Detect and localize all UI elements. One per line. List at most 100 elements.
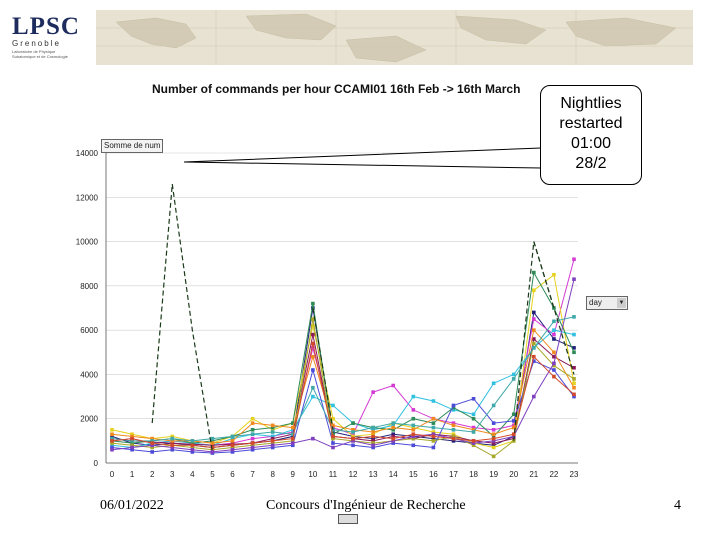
data-point xyxy=(391,436,396,441)
data-point xyxy=(552,332,556,337)
data-point xyxy=(371,443,375,448)
highlight-series-line xyxy=(151,183,575,430)
data-point xyxy=(491,454,496,459)
data-point xyxy=(130,439,134,443)
data-point xyxy=(391,441,396,445)
data-point xyxy=(150,445,154,450)
data-point xyxy=(391,439,396,443)
data-point xyxy=(451,405,456,410)
annotation-callout: Nightlies restarted 01:00 28/2 xyxy=(540,85,642,185)
highlight-series-spike xyxy=(171,183,214,453)
data-point xyxy=(150,443,154,448)
data-point xyxy=(210,450,215,454)
data-point xyxy=(371,390,375,394)
x-tick-label: 21 xyxy=(529,470,538,479)
data-point xyxy=(511,412,516,417)
data-point xyxy=(311,394,315,399)
data-point xyxy=(351,421,355,425)
y-tick-label: 6000 xyxy=(80,326,98,335)
y-tick-label: 4000 xyxy=(80,370,98,379)
x-tick-label: 8 xyxy=(270,470,275,479)
y-tick-label: 0 xyxy=(94,459,99,468)
data-point xyxy=(210,439,215,443)
chevron-down-icon[interactable]: ▼ xyxy=(617,298,626,308)
data-point xyxy=(230,443,235,448)
data-point xyxy=(190,445,195,450)
data-point xyxy=(371,434,375,439)
data-point xyxy=(451,432,456,437)
data-point xyxy=(351,432,355,437)
data-point xyxy=(270,436,275,441)
x-tick-label: 5 xyxy=(210,470,215,479)
data-point xyxy=(431,430,436,434)
data-point xyxy=(190,447,195,452)
data-point xyxy=(331,403,335,408)
data-point xyxy=(311,332,315,337)
data-point xyxy=(170,443,175,448)
data-point xyxy=(552,363,556,368)
data-point xyxy=(471,425,476,430)
series-line xyxy=(111,343,575,449)
data-point xyxy=(491,403,496,408)
data-point xyxy=(150,436,154,441)
data-point xyxy=(371,430,375,434)
data-point xyxy=(532,310,536,315)
x-tick-label: 4 xyxy=(190,470,195,479)
x-tick-label: 14 xyxy=(389,470,398,479)
data-point xyxy=(371,436,375,441)
data-point xyxy=(230,434,235,439)
data-point xyxy=(331,441,335,445)
legend-field-button[interactable]: Somme de num xyxy=(101,139,163,153)
data-point xyxy=(532,328,536,332)
x-tick-label: 1 xyxy=(130,470,135,479)
x-tick-label: 0 xyxy=(110,470,115,479)
data-point xyxy=(491,427,496,432)
x-tick-label: 15 xyxy=(409,470,418,479)
data-point xyxy=(110,445,114,450)
data-point xyxy=(491,443,496,448)
data-point xyxy=(290,443,295,448)
data-point xyxy=(270,423,275,428)
data-point xyxy=(331,416,335,421)
x-tick-label: 9 xyxy=(291,470,296,479)
x-tick-label: 19 xyxy=(489,470,498,479)
data-point xyxy=(371,432,375,437)
world-map-decoration xyxy=(96,10,693,65)
data-point xyxy=(471,441,476,445)
x-tick-label: 7 xyxy=(250,470,255,479)
series-line xyxy=(111,279,575,453)
data-point xyxy=(431,445,436,450)
data-point xyxy=(311,385,315,390)
data-point xyxy=(431,425,436,430)
data-point xyxy=(552,337,556,341)
data-point xyxy=(371,425,375,430)
x-tick-label: 13 xyxy=(369,470,378,479)
data-point xyxy=(532,337,536,341)
data-point xyxy=(190,441,195,445)
data-point xyxy=(110,439,114,443)
data-point xyxy=(170,439,175,443)
data-point xyxy=(411,408,416,412)
data-point xyxy=(451,421,456,425)
data-point xyxy=(351,430,355,434)
data-point xyxy=(411,416,416,421)
data-point xyxy=(391,423,396,428)
data-point xyxy=(391,427,396,432)
day-dropdown[interactable]: day ▼ xyxy=(586,296,628,310)
chart-title: Number of commands per hour CCAMI01 16th… xyxy=(152,82,521,96)
data-point xyxy=(210,441,215,445)
data-point xyxy=(431,439,436,443)
data-point xyxy=(311,341,315,346)
data-point xyxy=(130,443,134,448)
data-point xyxy=(471,396,476,401)
data-point xyxy=(130,434,134,439)
data-point xyxy=(572,350,576,355)
data-point xyxy=(431,421,436,425)
chart-grid xyxy=(106,152,578,464)
data-point xyxy=(451,403,456,408)
data-point xyxy=(311,368,315,372)
data-point xyxy=(270,439,275,443)
data-point xyxy=(431,416,436,421)
data-point xyxy=(552,350,556,355)
data-point xyxy=(351,427,355,432)
